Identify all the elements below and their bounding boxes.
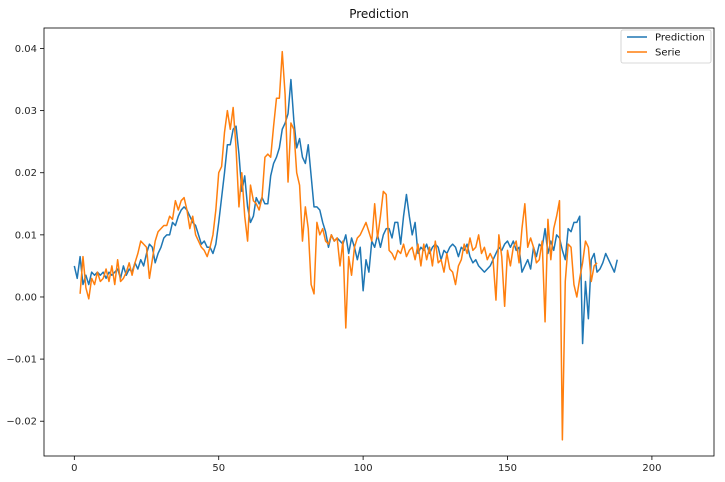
legend-box <box>620 29 712 64</box>
legend: Prediction Serie <box>620 29 712 64</box>
y-tick-label: 0.01 <box>15 230 37 241</box>
x-axis: 0 50 100 150 200 <box>71 456 661 474</box>
x-tick-label: 100 <box>354 463 373 474</box>
x-tick-label: 50 <box>212 463 225 474</box>
series-layer <box>73 50 618 441</box>
y-tick-label: 0.04 <box>15 44 37 55</box>
y-tick-label: −0.01 <box>6 355 37 366</box>
legend-label-prediction: Prediction <box>655 33 705 44</box>
series-line-serie <box>79 50 598 441</box>
x-tick-label: 0 <box>71 463 77 474</box>
series-line-prediction <box>73 78 618 345</box>
x-tick-label: 200 <box>642 463 661 474</box>
y-axis: −0.02 −0.01 0.00 0.01 0.02 0.03 0.04 <box>6 44 44 428</box>
y-tick-label: 0.00 <box>15 292 37 303</box>
plot-frame <box>43 27 715 457</box>
y-tick-label: −0.02 <box>6 417 37 428</box>
y-tick-label: 0.02 <box>15 168 37 179</box>
y-tick-label: 0.03 <box>15 106 37 117</box>
chart-title: Prediction <box>349 7 409 21</box>
x-tick-label: 150 <box>498 463 517 474</box>
legend-label-serie: Serie <box>655 48 681 59</box>
